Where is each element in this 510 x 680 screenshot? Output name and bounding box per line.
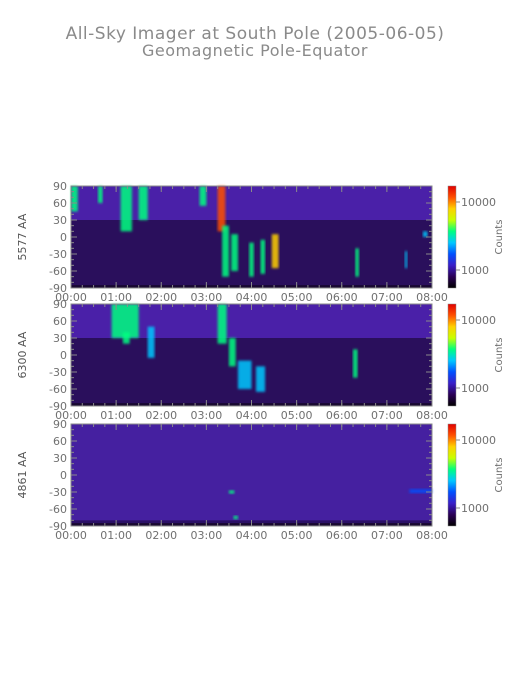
heatmap-feature	[233, 515, 238, 520]
x-tick-label: 08:00	[416, 529, 448, 542]
colorbar	[448, 424, 456, 526]
heatmap-feature	[98, 186, 103, 203]
x-tick-label: 00:00	[55, 529, 87, 542]
x-tick-label: 07:00	[371, 409, 403, 422]
chart-subtitle: Geomagnetic Pole-Equator	[142, 41, 368, 60]
x-tick-label: 05:00	[281, 529, 313, 542]
heatmap-feature	[71, 186, 78, 212]
x-tick-label: 03:00	[191, 291, 223, 304]
y-tick-label: 90	[53, 180, 67, 193]
y-tick-label: 0	[60, 231, 67, 244]
x-tick-label: 03:00	[191, 529, 223, 542]
heatmap-feature	[237, 360, 252, 389]
y-axis-label: 5577 AA	[16, 213, 29, 260]
x-tick-label: 03:00	[191, 409, 223, 422]
heatmap-feature	[231, 234, 238, 271]
x-tick-label: 05:00	[281, 409, 313, 422]
x-tick-label: 04:00	[236, 409, 268, 422]
colorbar-label: Counts	[494, 338, 505, 373]
y-tick-label: 30	[53, 332, 67, 345]
colorbar-label: Counts	[494, 220, 505, 255]
heatmap-feature	[355, 248, 359, 277]
y-tick-label: -60	[49, 503, 67, 516]
y-tick-label: 60	[53, 435, 67, 448]
colorbar-tick-label: 1000	[461, 502, 489, 515]
x-tick-label: 00:00	[55, 291, 87, 304]
colorbar-frame	[447, 303, 457, 407]
x-tick-label: 02:00	[145, 409, 177, 422]
chart-title: All-Sky Imager at South Pole (2005-06-05…	[65, 24, 445, 44]
colorbar-tick-label: 1000	[461, 264, 489, 277]
y-tick-label: -90	[49, 520, 67, 533]
colorbar-tick-label: 10000	[461, 314, 496, 327]
x-tick-label: 08:00	[416, 291, 448, 304]
y-tick-label: -30	[49, 248, 67, 261]
x-tick-label: 04:00	[236, 529, 268, 542]
heatmap-feature	[228, 490, 235, 494]
colorbar-tick-label: 10000	[461, 434, 496, 447]
panel-uniform-band	[71, 424, 432, 526]
colorbar-tick-label: 1000	[461, 382, 489, 395]
heatmap-feature	[147, 326, 155, 358]
y-tick-label: 0	[60, 349, 67, 362]
y-tick-label: -60	[49, 383, 67, 396]
x-tick-label: 06:00	[326, 291, 358, 304]
x-tick-label: 07:00	[371, 529, 403, 542]
heatmap-feature	[409, 489, 432, 494]
heatmap-feature	[222, 225, 229, 277]
y-tick-label: -90	[49, 400, 67, 413]
y-tick-label: -90	[49, 282, 67, 295]
x-tick-label: 02:00	[145, 529, 177, 542]
x-tick-label: 05:00	[281, 291, 313, 304]
colorbar-frame	[447, 185, 457, 289]
y-axis-label: 4861 AA	[16, 451, 29, 498]
x-tick-label: 01:00	[100, 409, 132, 422]
y-tick-label: 30	[53, 214, 67, 227]
x-tick-label: 07:00	[371, 291, 403, 304]
colorbar	[448, 186, 456, 288]
y-tick-label: 90	[53, 418, 67, 431]
y-tick-label: 60	[53, 315, 67, 328]
y-tick-label: 60	[53, 197, 67, 210]
heatmap-feature	[404, 251, 408, 269]
y-tick-label: 0	[60, 469, 67, 482]
heatmap-feature	[138, 186, 148, 220]
x-tick-label: 02:00	[145, 291, 177, 304]
y-tick-label: -30	[49, 366, 67, 379]
y-tick-label: 30	[53, 452, 67, 465]
x-tick-label: 00:00	[55, 409, 87, 422]
y-axis-label: 6300 AA	[16, 331, 29, 378]
heatmap-feature	[199, 186, 207, 206]
heatmap-feature	[217, 186, 226, 232]
x-tick-label: 01:00	[100, 291, 132, 304]
x-tick-label: 08:00	[416, 409, 448, 422]
x-tick-label: 06:00	[326, 529, 358, 542]
heatmap-feature	[353, 349, 358, 378]
heatmap-feature	[256, 366, 266, 392]
x-tick-label: 01:00	[100, 529, 132, 542]
heatmap-feature	[271, 234, 279, 269]
heatmap-feature	[249, 242, 254, 277]
colorbar-frame	[447, 423, 457, 527]
y-tick-label: 90	[53, 298, 67, 311]
colorbar	[448, 304, 456, 406]
heatmap-feature	[260, 239, 266, 274]
heatmap-feature	[122, 332, 130, 344]
colorbar-tick-label: 10000	[461, 196, 496, 209]
colorbar-label: Counts	[494, 458, 505, 493]
heatmap-feature	[120, 186, 132, 232]
heatmap-feature	[217, 304, 227, 344]
y-tick-label: -30	[49, 486, 67, 499]
heatmap-feature	[422, 231, 428, 237]
y-tick-label: -60	[49, 265, 67, 278]
heatmap-feature	[228, 338, 236, 367]
x-tick-label: 04:00	[236, 291, 268, 304]
x-tick-label: 06:00	[326, 409, 358, 422]
